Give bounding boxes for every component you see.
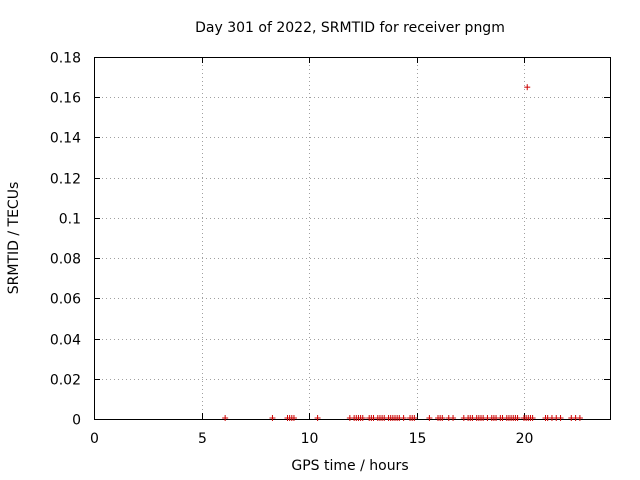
- x-tick-label: 5: [198, 431, 207, 447]
- y-tick-label: 0.18: [50, 51, 81, 67]
- data-point: [524, 84, 531, 91]
- data-point: [290, 414, 297, 421]
- data-point: [450, 414, 457, 421]
- data-point: [400, 414, 407, 421]
- y-axis-label: SRMTID / TECUs: [6, 182, 22, 295]
- data-point: [557, 414, 564, 421]
- data-point: [359, 414, 366, 421]
- data-point: [222, 414, 229, 421]
- data-point: [426, 414, 433, 421]
- y-tick-label: 0.12: [50, 172, 81, 188]
- x-tick-label: 0: [90, 431, 99, 447]
- data-point: [269, 414, 276, 421]
- chart-title: Day 301 of 2022, SRMTID for receiver png…: [195, 20, 505, 36]
- grid: [94, 57, 610, 419]
- y-tick-label: 0: [72, 413, 81, 429]
- y-tick-label: 0.06: [50, 292, 81, 308]
- x-axis-label: GPS time / hours: [291, 458, 408, 474]
- axis-ticks: 0 0.02 0.04 0.06 0.08 0.1 0.12 0.14 0.16 0.18 0 5 10…: [50, 51, 610, 447]
- data-point: [314, 414, 321, 421]
- y-tick-label: 0.02: [50, 373, 81, 389]
- data-point: [439, 414, 446, 421]
- data-point: [576, 414, 583, 421]
- plot-frame: [94, 57, 611, 420]
- y-tick-label: 0.1: [59, 212, 81, 228]
- x-tick-label: 10: [301, 431, 319, 447]
- y-tick-label: 0.04: [50, 333, 81, 349]
- data-points: [222, 84, 583, 421]
- y-tick-label: 0.08: [50, 252, 81, 268]
- x-tick-label: 15: [409, 431, 427, 447]
- data-point: [514, 414, 521, 421]
- x-tick-label: 20: [516, 431, 534, 447]
- data-point: [411, 414, 418, 421]
- y-tick-label: 0.14: [50, 131, 81, 147]
- y-tick-label: 0.16: [50, 91, 81, 107]
- data-point: [529, 414, 536, 421]
